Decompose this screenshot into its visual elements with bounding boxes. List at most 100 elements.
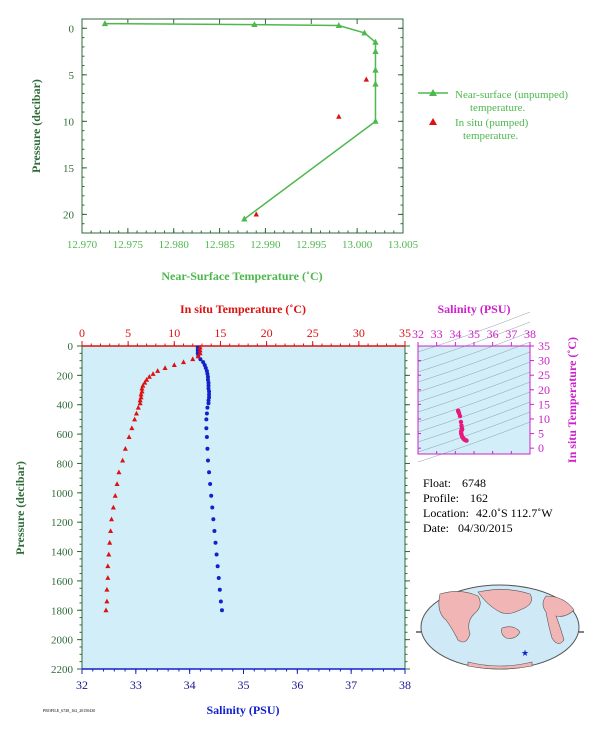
temperature-point bbox=[138, 394, 144, 400]
density-contour bbox=[417, 361, 531, 403]
unpumped-temperature-point bbox=[372, 38, 379, 45]
legend-label-pumped-1: In situ (pumped) bbox=[455, 117, 529, 129]
profile-label: Profile: bbox=[423, 491, 459, 505]
ts-point bbox=[464, 438, 469, 443]
temperature-ticks: 0 5 10 15 20 25 30 35 bbox=[79, 326, 411, 346]
temperature-point bbox=[138, 391, 144, 397]
temperature-point bbox=[150, 371, 156, 376]
ts-plot-frame bbox=[417, 345, 531, 455]
ts-y-tick-label: 30 bbox=[538, 354, 550, 368]
salinity-point bbox=[216, 575, 221, 580]
legend-label-unpumped-1: Near-surface (unpumped) bbox=[455, 89, 568, 101]
salinity-point bbox=[207, 392, 212, 397]
profile-marks bbox=[103, 344, 224, 613]
salinity-tick-label: 33 bbox=[130, 678, 142, 692]
near-surface-x-axis-label: Near-Surface Temperature (˚C) bbox=[161, 269, 322, 283]
near-surface-y-axis-label: Pressure (decibar) bbox=[29, 79, 43, 173]
temperature-point bbox=[195, 353, 201, 359]
map-land-antarctica bbox=[467, 661, 533, 670]
ts-y-axis-label: In situ Temperature (˚C) bbox=[565, 337, 579, 463]
legend-label-unpumped-2: temperature. bbox=[470, 102, 526, 114]
location-value: 42.0˚S 112.7˚W bbox=[476, 506, 553, 520]
unpumped-temperature-point bbox=[372, 48, 379, 55]
temperature-point bbox=[140, 382, 146, 388]
pressure-tick-label: 600 bbox=[57, 429, 74, 441]
near-surface-x-tick-label: 12.980 bbox=[159, 239, 190, 251]
salinity-point bbox=[210, 505, 215, 510]
temperature-point bbox=[105, 575, 111, 580]
near-surface-y-tick-label: 10 bbox=[63, 116, 75, 128]
near-surface-plot-frame bbox=[81, 18, 404, 234]
near-surface-x-tick-label: 13.000 bbox=[342, 239, 373, 251]
temperature-point bbox=[126, 434, 132, 439]
near-surface-y-tick-label: 15 bbox=[63, 163, 75, 175]
temperature-point bbox=[171, 362, 177, 368]
near-surface-x-ticks: 12.970 12.975 12.980 12.985 12.990 12.995 13.0… bbox=[67, 19, 419, 251]
near-surface-x-tick-label: 12.990 bbox=[250, 239, 281, 251]
location-label: Location: bbox=[423, 506, 469, 520]
salinity-point bbox=[207, 470, 212, 475]
pressure-tick-label: 2000 bbox=[51, 635, 74, 647]
unpumped-temperature-point bbox=[372, 117, 379, 124]
pressure-tick-label: 1200 bbox=[51, 517, 74, 529]
salinity-tick-label: 36 bbox=[291, 678, 303, 692]
salinity-point bbox=[219, 608, 224, 613]
density-contour bbox=[417, 401, 531, 443]
star-icon: ★ bbox=[521, 648, 529, 658]
temperature-point bbox=[110, 504, 116, 510]
salinity-ticks: 32 33 34 35 36 37 38 bbox=[76, 669, 411, 692]
temperature-point bbox=[120, 457, 126, 463]
temperature-point bbox=[139, 385, 145, 391]
unpumped-temperature-point bbox=[241, 215, 248, 222]
ts-y-tick-label: 20 bbox=[538, 383, 550, 397]
salinity-point bbox=[205, 446, 210, 451]
temperature-point bbox=[108, 528, 114, 533]
near-surface-x-tick-label: 12.970 bbox=[67, 239, 98, 251]
salinity-point bbox=[201, 360, 206, 365]
ts-x-tick-label: 37 bbox=[505, 327, 517, 341]
salinity-point bbox=[218, 599, 223, 604]
temperature-point bbox=[137, 397, 143, 403]
float-value: 6748 bbox=[462, 476, 486, 490]
salinity-tick-label: 38 bbox=[399, 678, 411, 692]
temperature-point bbox=[180, 359, 187, 365]
unpumped-temperature-point bbox=[335, 22, 342, 28]
ts-y-tick-label: 5 bbox=[538, 427, 544, 441]
near-surface-legend: Near-surface (unpumped) temperature. In … bbox=[418, 89, 568, 142]
near-surface-marks bbox=[101, 20, 379, 222]
salinity-point bbox=[205, 374, 210, 379]
salinity-point bbox=[212, 528, 217, 533]
near-surface-y-ticks: 0 5 10 15 20 bbox=[63, 23, 403, 234]
temperature-tick-label: 15 bbox=[214, 326, 226, 340]
profile-value: 162 bbox=[470, 491, 488, 505]
temperature-point bbox=[105, 563, 111, 569]
ts-y-tick-label: 10 bbox=[538, 412, 550, 426]
temperature-point bbox=[106, 551, 112, 557]
temperature-point bbox=[103, 607, 109, 613]
salinity-point bbox=[207, 389, 212, 394]
pressure-tick-label: 400 bbox=[57, 400, 74, 412]
ts-y-tick-label: 35 bbox=[538, 339, 550, 353]
salinity-tick-label: 34 bbox=[184, 678, 196, 692]
map-land-africa-europe bbox=[438, 591, 481, 643]
map-land-asia bbox=[477, 589, 532, 614]
temperature-tick-label: 25 bbox=[307, 326, 319, 340]
salinity-point bbox=[217, 587, 222, 592]
density-contour bbox=[417, 331, 531, 373]
float-label: Float: bbox=[423, 476, 451, 490]
profile-pressure-axis-label: Pressure (decibar) bbox=[13, 461, 27, 555]
ts-y-tick-label: 25 bbox=[538, 368, 550, 382]
ts-x-tick-label: 32 bbox=[412, 327, 424, 341]
pressure-tick-label: 1400 bbox=[51, 547, 74, 559]
pumped-temperature-point bbox=[253, 211, 259, 217]
salinity-point bbox=[213, 540, 218, 545]
pressure-tick-label: 1800 bbox=[51, 605, 74, 617]
near-surface-y-tick-label: 0 bbox=[69, 23, 75, 35]
legend-label-pumped-2: temperature. bbox=[463, 130, 519, 142]
salinity-point bbox=[211, 517, 216, 522]
temperature-point bbox=[122, 445, 128, 451]
near-surface-x-tick-label: 12.995 bbox=[296, 239, 327, 251]
map-land-australia bbox=[501, 626, 521, 639]
ts-y-tick-label: 15 bbox=[538, 397, 550, 411]
temperature-point bbox=[129, 425, 135, 431]
